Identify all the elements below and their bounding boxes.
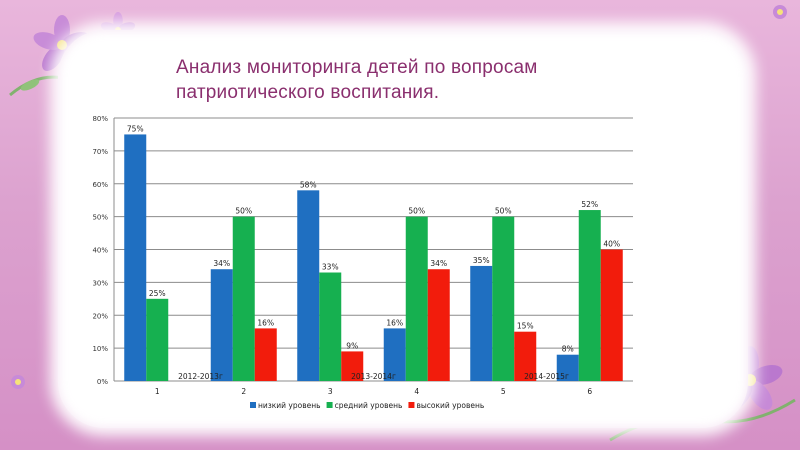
x-tick-label: 3 — [328, 387, 333, 396]
bar — [146, 298, 169, 381]
bar — [124, 134, 147, 381]
bar — [578, 210, 601, 381]
bar — [319, 272, 342, 381]
small-flower-decoration — [773, 5, 787, 19]
bar — [556, 354, 579, 381]
y-tick-label: 20% — [92, 312, 108, 320]
year-annotation: 2012-2013г — [178, 372, 223, 381]
legend-swatch — [408, 402, 415, 408]
legend-label: высокий уровень — [416, 401, 484, 410]
bar — [297, 190, 320, 381]
bar — [210, 269, 233, 381]
bar — [470, 265, 493, 381]
bar — [427, 269, 450, 381]
y-tick-label: 40% — [92, 247, 108, 255]
legend-label: средний уровень — [335, 401, 403, 410]
data-label: 52% — [581, 200, 598, 209]
data-label: 9% — [346, 341, 358, 350]
bar — [514, 331, 537, 381]
data-label: 34% — [430, 259, 447, 268]
x-tick-label: 5 — [501, 387, 506, 396]
slide-title-line-1: Анализ мониторинга детей по вопросам — [176, 57, 538, 78]
x-tick-label: 2 — [241, 387, 246, 396]
data-label: 35% — [473, 256, 490, 265]
small-flower-decoration — [11, 375, 25, 389]
slide-title-line-2: патриотического воспитания. — [176, 82, 440, 103]
legend-swatch — [326, 402, 333, 408]
data-label: 40% — [603, 240, 620, 249]
data-label: 16% — [257, 318, 274, 327]
data-label: 15% — [517, 322, 534, 331]
bar — [232, 216, 255, 381]
x-tick-label: 4 — [414, 387, 419, 396]
bar — [254, 328, 277, 381]
bar — [341, 351, 364, 381]
data-label: 50% — [408, 207, 425, 216]
legend-swatch — [250, 402, 256, 408]
y-tick-label: 0% — [97, 378, 108, 386]
data-label: 50% — [495, 207, 512, 216]
data-label: 75% — [127, 124, 144, 133]
x-tick-label: 6 — [587, 387, 592, 396]
y-tick-label: 60% — [92, 181, 108, 189]
data-label: 50% — [235, 207, 252, 216]
year-annotation: 2014-2015г — [524, 372, 569, 381]
data-label: 16% — [386, 318, 403, 327]
bar — [405, 216, 428, 381]
y-tick-label: 50% — [92, 214, 108, 222]
y-tick-label: 10% — [92, 345, 108, 353]
bar — [492, 216, 515, 381]
y-tick-label: 70% — [92, 148, 108, 156]
x-tick-label: 1 — [155, 387, 160, 396]
y-tick-label: 80% — [92, 115, 108, 123]
data-label: 8% — [562, 345, 574, 354]
y-tick-label: 30% — [92, 279, 108, 287]
legend-label: низкий уровень — [258, 401, 321, 410]
data-label: 25% — [149, 289, 166, 298]
bar — [383, 328, 406, 381]
bar — [600, 249, 623, 381]
data-label: 33% — [322, 263, 339, 272]
data-label: 58% — [300, 180, 317, 189]
data-label: 34% — [213, 259, 230, 268]
slide-title: Анализ мониторинга детей по вопросам пат… — [176, 55, 736, 105]
year-annotation: 2013-2014г — [351, 372, 396, 381]
